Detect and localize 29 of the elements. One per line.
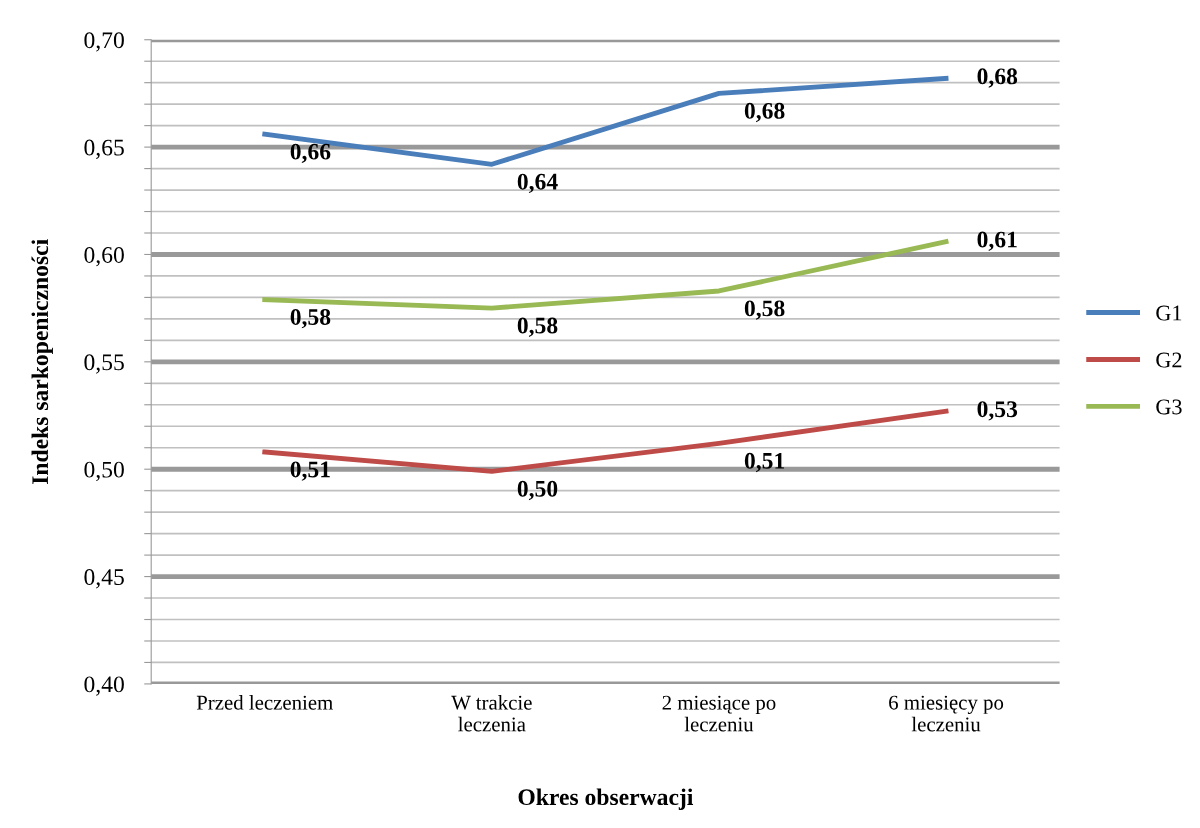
data-label: 0,50 xyxy=(517,480,558,501)
y-tick-label: 0,40 xyxy=(84,676,124,696)
data-label: 0,58 xyxy=(517,317,558,337)
legend-label: G3 xyxy=(1156,399,1182,415)
y-tick-label: 0,45 xyxy=(84,569,124,589)
x-tick-label: W trakcie leczenia xyxy=(451,695,532,732)
legend-label: G1 xyxy=(1156,305,1182,321)
x-axis-title: Okres obserwacji xyxy=(518,788,694,810)
y-tick-label: 0,60 xyxy=(84,246,124,267)
data-label: 0,64 xyxy=(517,173,558,194)
data-label: 0,58 xyxy=(744,300,785,320)
data-label: 0,66 xyxy=(290,143,331,163)
data-label: 0,68 xyxy=(977,68,1018,88)
y-tick-label: 0,70 xyxy=(84,32,124,52)
data-label: 0,68 xyxy=(744,102,785,123)
x-tick-label: 6 miesięcy po leczeniu xyxy=(889,695,1004,732)
data-label: 0,61 xyxy=(977,231,1017,251)
x-tick-label: Przed leczeniem xyxy=(196,695,333,710)
y-tick-label: 0,65 xyxy=(84,139,124,159)
x-tick-label: 2 miesiące po leczeniu xyxy=(662,695,776,732)
y-axis-title: Indeks sarkopeniczności xyxy=(31,239,53,485)
data-label: 0,51 xyxy=(744,452,785,473)
data-label: 0,53 xyxy=(977,401,1018,421)
data-label: 0,51 xyxy=(290,461,330,481)
data-label: 0,58 xyxy=(290,308,331,329)
line-series xyxy=(262,75,949,167)
legend-label: G2 xyxy=(1156,352,1182,368)
y-tick-label: 0,50 xyxy=(84,461,124,482)
y-tick-label: 0,55 xyxy=(84,354,124,374)
